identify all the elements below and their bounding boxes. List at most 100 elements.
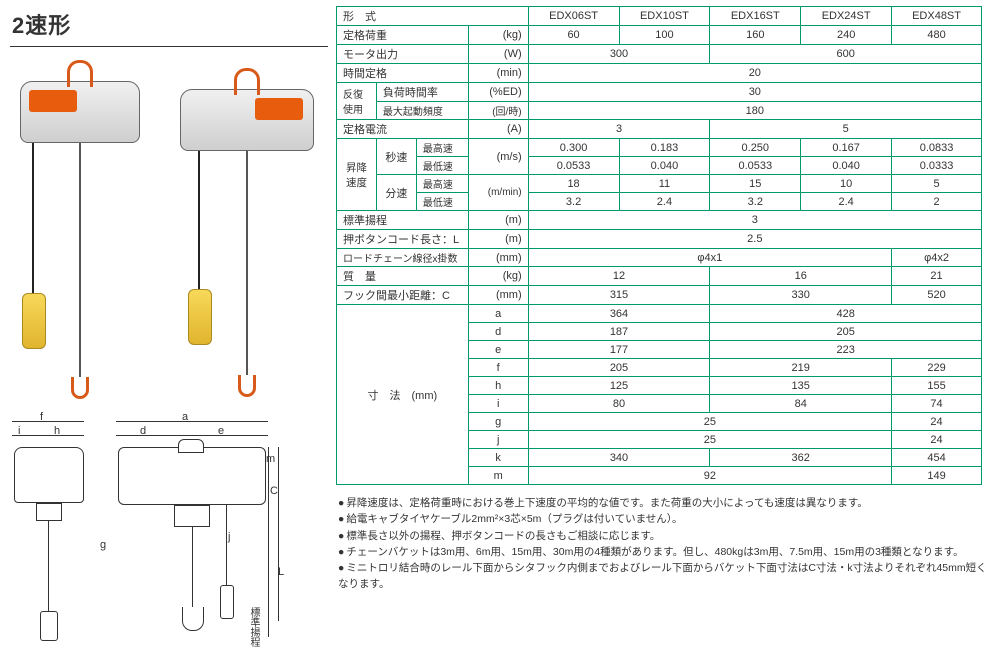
notes-block: 昇降速度は、定格荷重時における巻上下速度の平均的な値です。また荷重の大小によって… xyxy=(336,495,994,593)
table-row: 最大起動頻度 (回/時) 180 xyxy=(337,102,982,120)
row-label: 標準揚程 xyxy=(337,211,469,230)
row-label: 昇降速度 xyxy=(337,139,377,211)
cell: 0.040 xyxy=(801,157,892,175)
table-row: 標準揚程 (m) 3 xyxy=(337,211,982,230)
row-unit: (m/s) xyxy=(468,139,528,175)
cell: 2.4 xyxy=(801,193,892,211)
note-item: チェーンバケットは3m用、6m用、15m用、30m用の4種類があります。但し、4… xyxy=(338,544,994,560)
table-row: 定格荷重 (kg) 60 100 160 240 480 xyxy=(337,26,982,45)
row-unit: (A) xyxy=(468,120,528,139)
dim-key: j xyxy=(468,431,528,449)
cell: 223 xyxy=(710,341,982,359)
cell: 0.0333 xyxy=(892,157,982,175)
cell: 0.183 xyxy=(619,139,710,157)
cell: 600 xyxy=(710,45,982,64)
diagram-side-view xyxy=(14,447,84,503)
cell: 155 xyxy=(892,377,982,395)
cell: 20 xyxy=(528,64,981,83)
table-row: 形 式 EDX06ST EDX10ST EDX16ST EDX24ST EDX4… xyxy=(337,7,982,26)
cell: 84 xyxy=(710,395,892,413)
cell: φ4x2 xyxy=(892,249,982,267)
pendant-control-1 xyxy=(22,293,46,349)
hook-icon xyxy=(71,377,89,399)
table-row: ロードチェーン線径x掛数 (mm) φ4x1 φ4x2 xyxy=(337,249,982,267)
dim-key: i xyxy=(468,395,528,413)
row-label: 定格電流 xyxy=(337,120,469,139)
spec-table: 形 式 EDX06ST EDX10ST EDX16ST EDX24ST EDX4… xyxy=(336,6,982,485)
cell: 25 xyxy=(528,413,891,431)
cell: 74 xyxy=(892,395,982,413)
cell: 16 xyxy=(710,267,892,286)
dim-label-std-lift: 標準揚程 xyxy=(246,607,261,647)
cell: 0.250 xyxy=(710,139,801,157)
row-label: 時間定格 xyxy=(337,64,469,83)
cell: 11 xyxy=(619,175,710,193)
cell: 219 xyxy=(710,359,892,377)
cell: 0.0833 xyxy=(892,139,982,157)
table-row: 最低速 0.05330.0400.05330.0400.0333 xyxy=(337,157,982,175)
page-title: 2速形 xyxy=(10,6,328,47)
cell: 2.4 xyxy=(619,193,710,211)
cell: 2 xyxy=(892,193,982,211)
cell: 149 xyxy=(892,467,982,485)
diagram-front-view xyxy=(118,447,266,505)
cell: 80 xyxy=(528,395,710,413)
cell: 135 xyxy=(710,377,892,395)
cell: 3 xyxy=(528,120,710,139)
row-label: 最高速 xyxy=(416,139,468,157)
cell: 187 xyxy=(528,323,710,341)
cell: 15 xyxy=(710,175,801,193)
cell: 0.0533 xyxy=(528,157,619,175)
cell: 2.5 xyxy=(528,230,981,249)
row-label: 秒速 xyxy=(376,139,416,175)
table-row: 質 量 (kg) 12 16 21 xyxy=(337,267,982,286)
cell: 100 xyxy=(619,26,710,45)
cell: 18 xyxy=(528,175,619,193)
dim-key: d xyxy=(468,323,528,341)
table-row: 寸 法 (mm) a 364 428 xyxy=(337,305,982,323)
table-row: 反復使用 負荷時間率 (%ED) 30 xyxy=(337,83,982,102)
dim-label-C: C xyxy=(270,485,278,497)
cell: 60 xyxy=(528,26,619,45)
cell: 10 xyxy=(801,175,892,193)
cell: 24 xyxy=(892,431,982,449)
dim-key: e xyxy=(468,341,528,359)
cell: 5 xyxy=(710,120,982,139)
dim-key: g xyxy=(468,413,528,431)
note-item: 昇降速度は、定格荷重時における巻上下速度の平均的な値です。また荷重の大小によって… xyxy=(338,495,994,511)
model-col: EDX06ST xyxy=(528,7,619,26)
row-unit: (回/時) xyxy=(468,102,528,120)
pendant-control-2 xyxy=(188,289,212,345)
row-label: 最大起動頻度 xyxy=(376,102,468,120)
row-label: 押ボタンコード長さ：L xyxy=(337,230,469,249)
row-label: 分速 xyxy=(376,175,416,211)
model-col: EDX24ST xyxy=(801,7,892,26)
hoist-photo-2 xyxy=(180,89,314,151)
cell: 0.300 xyxy=(528,139,619,157)
hook-icon xyxy=(238,375,256,397)
cell: 0.167 xyxy=(801,139,892,157)
cell: 364 xyxy=(528,305,710,323)
dim-key: k xyxy=(468,449,528,467)
model-col: EDX48ST xyxy=(892,7,982,26)
row-label: 最低速 xyxy=(416,193,468,211)
model-col: EDX10ST xyxy=(619,7,710,26)
cell: 180 xyxy=(528,102,981,120)
row-label: 反復使用 xyxy=(337,83,377,120)
table-row: 時間定格 (min) 20 xyxy=(337,64,982,83)
row-unit: (mm) xyxy=(468,249,528,267)
dimension-diagram: f i h a d e m k C L j g 標準揚程 xyxy=(10,411,328,651)
product-photo-area xyxy=(10,57,328,407)
cell: 24 xyxy=(892,413,982,431)
note-item: ミニトロリ結合時のレール下面からシタフック内側までおよびレール下面からバケット下… xyxy=(338,560,994,593)
cell: 330 xyxy=(710,286,892,305)
hoist-photo-1 xyxy=(20,81,140,143)
table-row: 昇降速度 秒速 最高速 (m/s) 0.3000.1830.2500.1670.… xyxy=(337,139,982,157)
cell: 0.0533 xyxy=(710,157,801,175)
cell: 125 xyxy=(528,377,710,395)
row-unit: (min) xyxy=(468,64,528,83)
row-label: フック間最小距離：C xyxy=(337,286,469,305)
cell: φ4x1 xyxy=(528,249,891,267)
cell: 92 xyxy=(528,467,891,485)
row-unit: (%ED) xyxy=(468,83,528,102)
